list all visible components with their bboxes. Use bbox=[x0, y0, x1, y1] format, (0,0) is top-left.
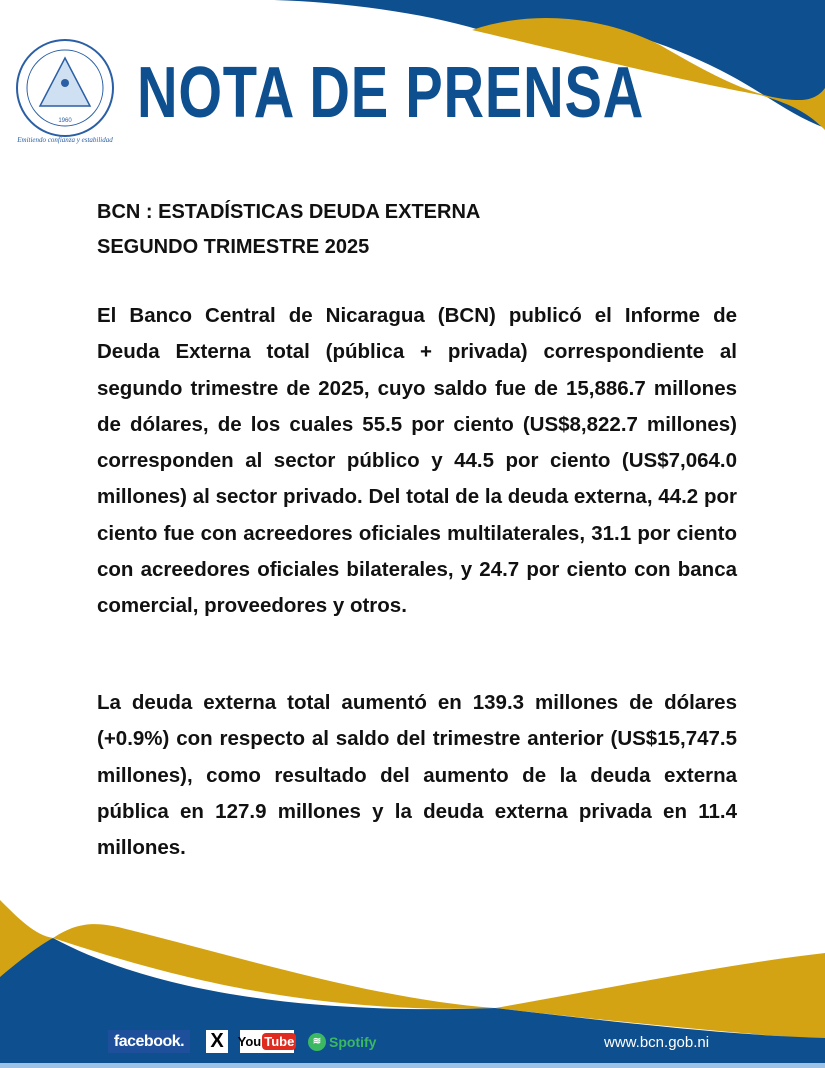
youtube-logo-you: You bbox=[237, 1034, 262, 1049]
logo-motto: Emitiendo confianza y estabilidad bbox=[16, 136, 113, 144]
headline: BCN : ESTADÍSTICAS DEUDA EXTERNA SEGUNDO… bbox=[97, 195, 480, 265]
spotify-icon: ≋ bbox=[308, 1032, 326, 1051]
body-paragraph-2: La deuda externa total aumentó en 139.3 … bbox=[97, 691, 737, 860]
youtube-link[interactable]: You Tube bbox=[237, 1030, 297, 1053]
facebook-link[interactable]: facebook. bbox=[108, 1030, 190, 1053]
spotify-label: Spotify bbox=[329, 1033, 377, 1050]
youtube-logo-tube: Tube bbox=[262, 1033, 297, 1050]
spotify-link[interactable]: ≋ Spotify bbox=[308, 1030, 376, 1053]
website-link[interactable]: www.bcn.gob.ni bbox=[604, 1034, 710, 1051]
x-link[interactable]: X bbox=[206, 1030, 228, 1053]
page-title: NOTA DE PRENSA bbox=[137, 53, 645, 133]
headline-line-2: SEGUNDO TRIMESTRE 2025 bbox=[97, 236, 370, 258]
bcn-seal-logo: 1960 Emitiendo confianza y estabilidad bbox=[16, 39, 114, 144]
logo-year: 1960 bbox=[58, 118, 72, 124]
header-wave-decoration bbox=[274, 0, 825, 130]
headline-line-1: BCN : ESTADÍSTICAS DEUDA EXTERNA bbox=[97, 201, 481, 223]
body-paragraph-1: El Banco Central de Nicaragua (BCN) publ… bbox=[97, 304, 737, 618]
